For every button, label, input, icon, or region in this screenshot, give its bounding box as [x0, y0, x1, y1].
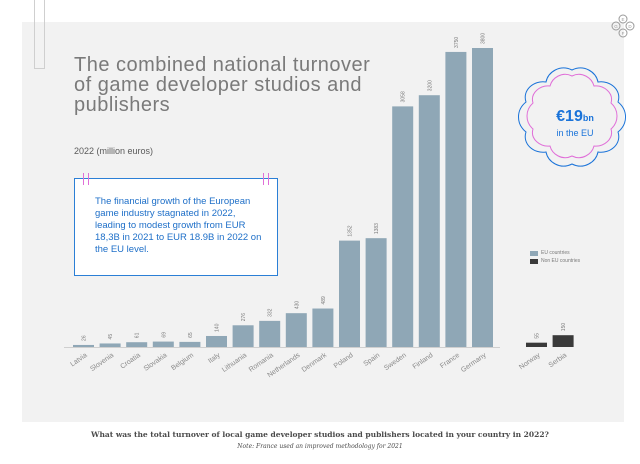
- legend-eu-swatch: [530, 250, 538, 256]
- value-label-serbia: 150: [561, 323, 567, 332]
- bar-romania: [259, 320, 281, 347]
- chart-subtitle: 2022 (million euros): [74, 146, 154, 156]
- value-label-spain: 1383: [374, 223, 380, 234]
- bar-lithuania: [232, 325, 254, 347]
- category-label-poland: Poland: [333, 352, 355, 370]
- bar-italy: [206, 335, 227, 347]
- callout-text: The financial growth of the European gam…: [95, 196, 262, 255]
- value-label-denmark: 489: [321, 296, 327, 305]
- legend-non-eu-swatch: [530, 258, 538, 264]
- logo-letter-g: G: [614, 24, 618, 29]
- category-label-denmark: Denmark: [301, 352, 329, 374]
- value-label-germany: 3800: [481, 33, 487, 44]
- value-label-latvia: 26: [82, 335, 88, 341]
- legend-eu: EU countries: [530, 250, 570, 256]
- value-label-sweden: 3058: [401, 91, 407, 102]
- value-label-italy: 140: [215, 323, 221, 332]
- category-label-croatia: Croatia: [119, 352, 142, 371]
- footer-note: Note: France used an improved methodolog…: [237, 443, 403, 450]
- decorative-line-left-inner: [44, 0, 45, 68]
- chart-title: The combined national turnover of game d…: [74, 54, 371, 116]
- logo-letter-e: E: [621, 17, 624, 22]
- logo-letter-f: F: [622, 31, 625, 36]
- badge-amount: €19bn: [550, 108, 600, 126]
- bar-belgium: [179, 341, 201, 347]
- decorative-line-bottom: [34, 68, 45, 69]
- legend-non-eu: Non EU countries: [530, 258, 580, 264]
- bar-germany: [472, 48, 493, 347]
- bar-denmark: [312, 308, 334, 347]
- callout-clip-right: [263, 173, 269, 185]
- callout-clip-left: [83, 173, 89, 185]
- value-label-poland: 1352: [348, 225, 354, 236]
- value-label-slovakia: 69: [161, 332, 167, 338]
- bar-spain: [365, 238, 387, 347]
- egdf-logo: E G D F: [611, 14, 635, 38]
- badge-amount-value: €19: [556, 108, 583, 125]
- category-label-slovakia: Slovakia: [143, 352, 169, 373]
- category-label-lithuania: Lithuania: [221, 352, 248, 374]
- legend-eu-label: EU countries: [541, 250, 570, 256]
- value-label-norway: 55: [535, 333, 541, 339]
- category-label-slovenia: Slovenia: [89, 352, 115, 373]
- decorative-line-left: [34, 0, 35, 68]
- category-label-spain: Spain: [363, 352, 382, 368]
- bar-france: [445, 51, 467, 348]
- bar-poland: [339, 240, 360, 347]
- value-label-slovenia: 45: [108, 334, 114, 340]
- value-label-lithuania: 276: [241, 313, 247, 322]
- info-callout: The financial growth of the European gam…: [74, 173, 278, 276]
- badge-label: in the EU: [556, 128, 594, 138]
- bar-slovenia: [99, 343, 121, 347]
- bar-netherlands: [285, 313, 307, 347]
- value-label-croatia: 61: [135, 332, 141, 338]
- footer-question: What was the total turnover of local gam…: [91, 430, 549, 439]
- bar-serbia: [552, 335, 574, 347]
- value-label-belgium: 65: [188, 332, 194, 338]
- badge-unit: bn: [582, 113, 594, 123]
- category-label-serbia: Serbia: [548, 352, 569, 369]
- bar-finland: [418, 95, 440, 347]
- category-label-norway: Norway: [518, 352, 542, 372]
- value-label-france: 3750: [454, 37, 460, 48]
- category-label-latvia: Latvia: [69, 352, 88, 369]
- value-label-finland: 3200: [427, 80, 433, 91]
- bar-norway: [526, 342, 547, 347]
- category-label-france: France: [439, 352, 461, 370]
- category-label-germany: Germany: [460, 352, 488, 375]
- category-label-sweden: Sweden: [383, 352, 408, 372]
- logo-letter-d: D: [628, 24, 632, 29]
- bar-sweden: [392, 106, 414, 347]
- bar-slovakia: [152, 341, 174, 347]
- bar-latvia: [73, 344, 94, 347]
- eu-badge-flower: [518, 67, 626, 167]
- category-label-belgium: Belgium: [170, 352, 195, 372]
- value-label-romania: 332: [268, 308, 274, 317]
- value-label-netherlands: 430: [294, 301, 300, 310]
- legend-non-eu-label: Non EU countries: [541, 258, 581, 264]
- category-label-italy: Italy: [207, 352, 222, 365]
- bar-croatia: [126, 342, 148, 347]
- category-label-finland: Finland: [412, 352, 435, 371]
